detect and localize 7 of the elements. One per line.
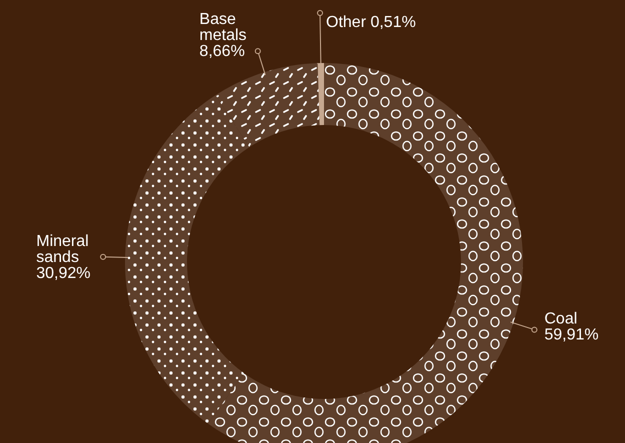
data-label: 59,91% xyxy=(544,326,599,344)
slice-label: Base metals xyxy=(199,11,247,44)
data-label: 8,66% xyxy=(199,43,245,60)
data-label: 30,92% xyxy=(36,264,91,282)
slice-label: Mineral sands xyxy=(36,232,89,266)
slice-label: Other 0,51% xyxy=(326,14,416,32)
slice-label: Coal xyxy=(544,310,578,328)
